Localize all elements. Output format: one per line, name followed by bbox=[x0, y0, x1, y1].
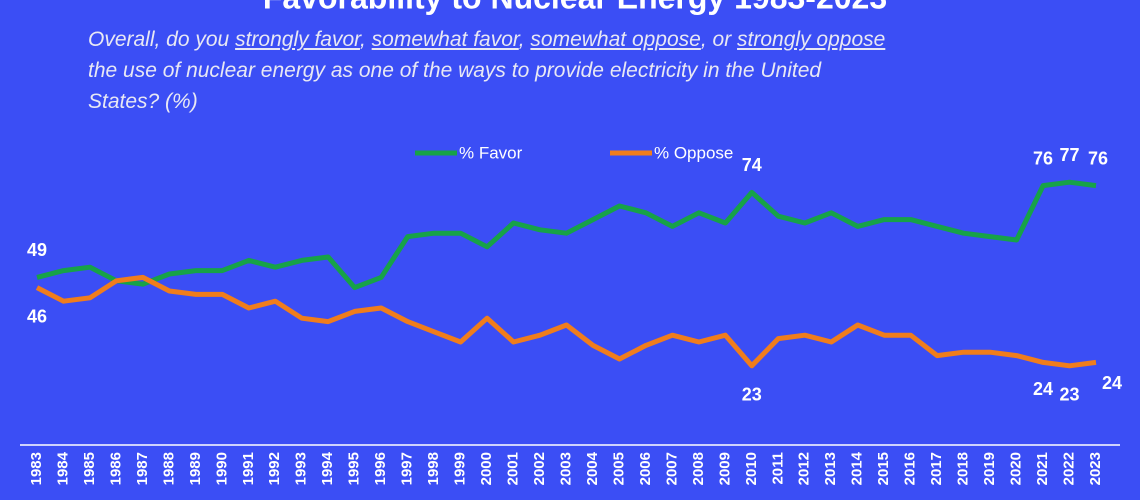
series-line bbox=[36, 179, 1097, 291]
subtitle-line: Overall, do you strongly favor, somewhat… bbox=[88, 24, 1128, 55]
subtitle-emphasis: strongly favor bbox=[235, 28, 360, 51]
data-label: 77 bbox=[1060, 145, 1080, 165]
x-tick-label: 2001 bbox=[505, 452, 522, 485]
x-tick-label: 1997 bbox=[399, 452, 416, 485]
subtitle-line: States? (%) bbox=[88, 86, 1128, 117]
x-tick-label: 2020 bbox=[1008, 452, 1025, 485]
x-tick-label: 1999 bbox=[452, 452, 469, 485]
x-tick-label: 2023 bbox=[1087, 452, 1104, 485]
data-label: 24 bbox=[1033, 379, 1053, 399]
subtitle-text: , bbox=[518, 28, 531, 51]
x-tick-label: 2002 bbox=[531, 452, 548, 485]
subtitle-emphasis: somewhat oppose bbox=[530, 28, 701, 51]
x-tick-label: 1991 bbox=[240, 452, 257, 485]
x-tick-label: 2022 bbox=[1060, 452, 1077, 485]
x-tick-label: 2007 bbox=[663, 452, 680, 485]
x-tick-label: 2018 bbox=[955, 452, 972, 485]
x-tick-label: 2005 bbox=[610, 452, 627, 485]
x-tick-label: 1984 bbox=[54, 451, 71, 485]
data-label: 23 bbox=[1060, 385, 1080, 405]
subtitle-text: the use of nuclear energy as one of the … bbox=[88, 59, 822, 82]
subtitle-emphasis: strongly oppose bbox=[737, 28, 886, 51]
x-tick-label: 1998 bbox=[425, 452, 442, 485]
x-tick-label: 2004 bbox=[584, 451, 601, 485]
legend-label: % Favor bbox=[459, 143, 523, 162]
x-tick-label: 1989 bbox=[187, 452, 204, 485]
x-tick-label: 2008 bbox=[690, 452, 707, 485]
x-tick-label: 2011 bbox=[769, 452, 786, 485]
chart-title: Favorability to Nuclear Energy 1983-2023 bbox=[263, 0, 887, 15]
x-tick-label: 2010 bbox=[743, 452, 760, 485]
data-label: 76 bbox=[1088, 148, 1108, 168]
x-tick-label: 2021 bbox=[1034, 452, 1051, 485]
x-tick-label: 1993 bbox=[293, 452, 310, 485]
x-tick-label: 1995 bbox=[346, 452, 363, 485]
data-label: 46 bbox=[27, 306, 47, 326]
subtitle-text: , bbox=[359, 28, 372, 51]
x-tick-label: 2014 bbox=[849, 451, 866, 485]
subtitle-text: , or bbox=[700, 28, 738, 51]
legend-label: % Oppose bbox=[654, 143, 733, 162]
x-tick-label: 1988 bbox=[160, 452, 177, 485]
data-label: 74 bbox=[742, 155, 762, 175]
x-tick-label: 1987 bbox=[134, 452, 151, 485]
x-tick-label: 1996 bbox=[372, 452, 389, 485]
x-tick-label: 1990 bbox=[213, 452, 230, 485]
x-tick-label: 2013 bbox=[822, 452, 839, 485]
series-line bbox=[35, 274, 1097, 369]
x-tick-label: 2012 bbox=[796, 452, 813, 485]
x-tick-label: 2019 bbox=[981, 452, 998, 485]
x-tick-label: 1994 bbox=[319, 451, 336, 485]
data-label: 49 bbox=[27, 240, 47, 260]
x-tick-label: 2000 bbox=[478, 452, 495, 485]
x-tick-label: 1983 bbox=[28, 452, 45, 485]
x-tick-label: 1985 bbox=[81, 452, 98, 485]
subtitle-line: the use of nuclear energy as one of the … bbox=[88, 55, 1128, 86]
data-label: 76 bbox=[1033, 148, 1053, 168]
x-tick-label: 2006 bbox=[637, 452, 654, 485]
data-label: 23 bbox=[742, 385, 762, 405]
x-tick-label: 1986 bbox=[107, 452, 124, 485]
x-tick-label: 2009 bbox=[716, 452, 733, 485]
x-tick-label: 2003 bbox=[557, 452, 574, 485]
x-tick-label: 2015 bbox=[875, 452, 892, 485]
x-tick-label: 2016 bbox=[902, 452, 919, 485]
x-tick-label: 1992 bbox=[266, 452, 283, 485]
subtitle-emphasis: somewhat favor bbox=[371, 28, 519, 51]
subtitle-text: Overall, do you bbox=[88, 28, 236, 51]
subtitle-text: States? (%) bbox=[88, 90, 198, 113]
chart-subtitle: Overall, do you strongly favor, somewhat… bbox=[88, 24, 1128, 117]
x-tick-label: 2017 bbox=[928, 452, 945, 485]
data-label: 24 bbox=[1102, 373, 1122, 393]
